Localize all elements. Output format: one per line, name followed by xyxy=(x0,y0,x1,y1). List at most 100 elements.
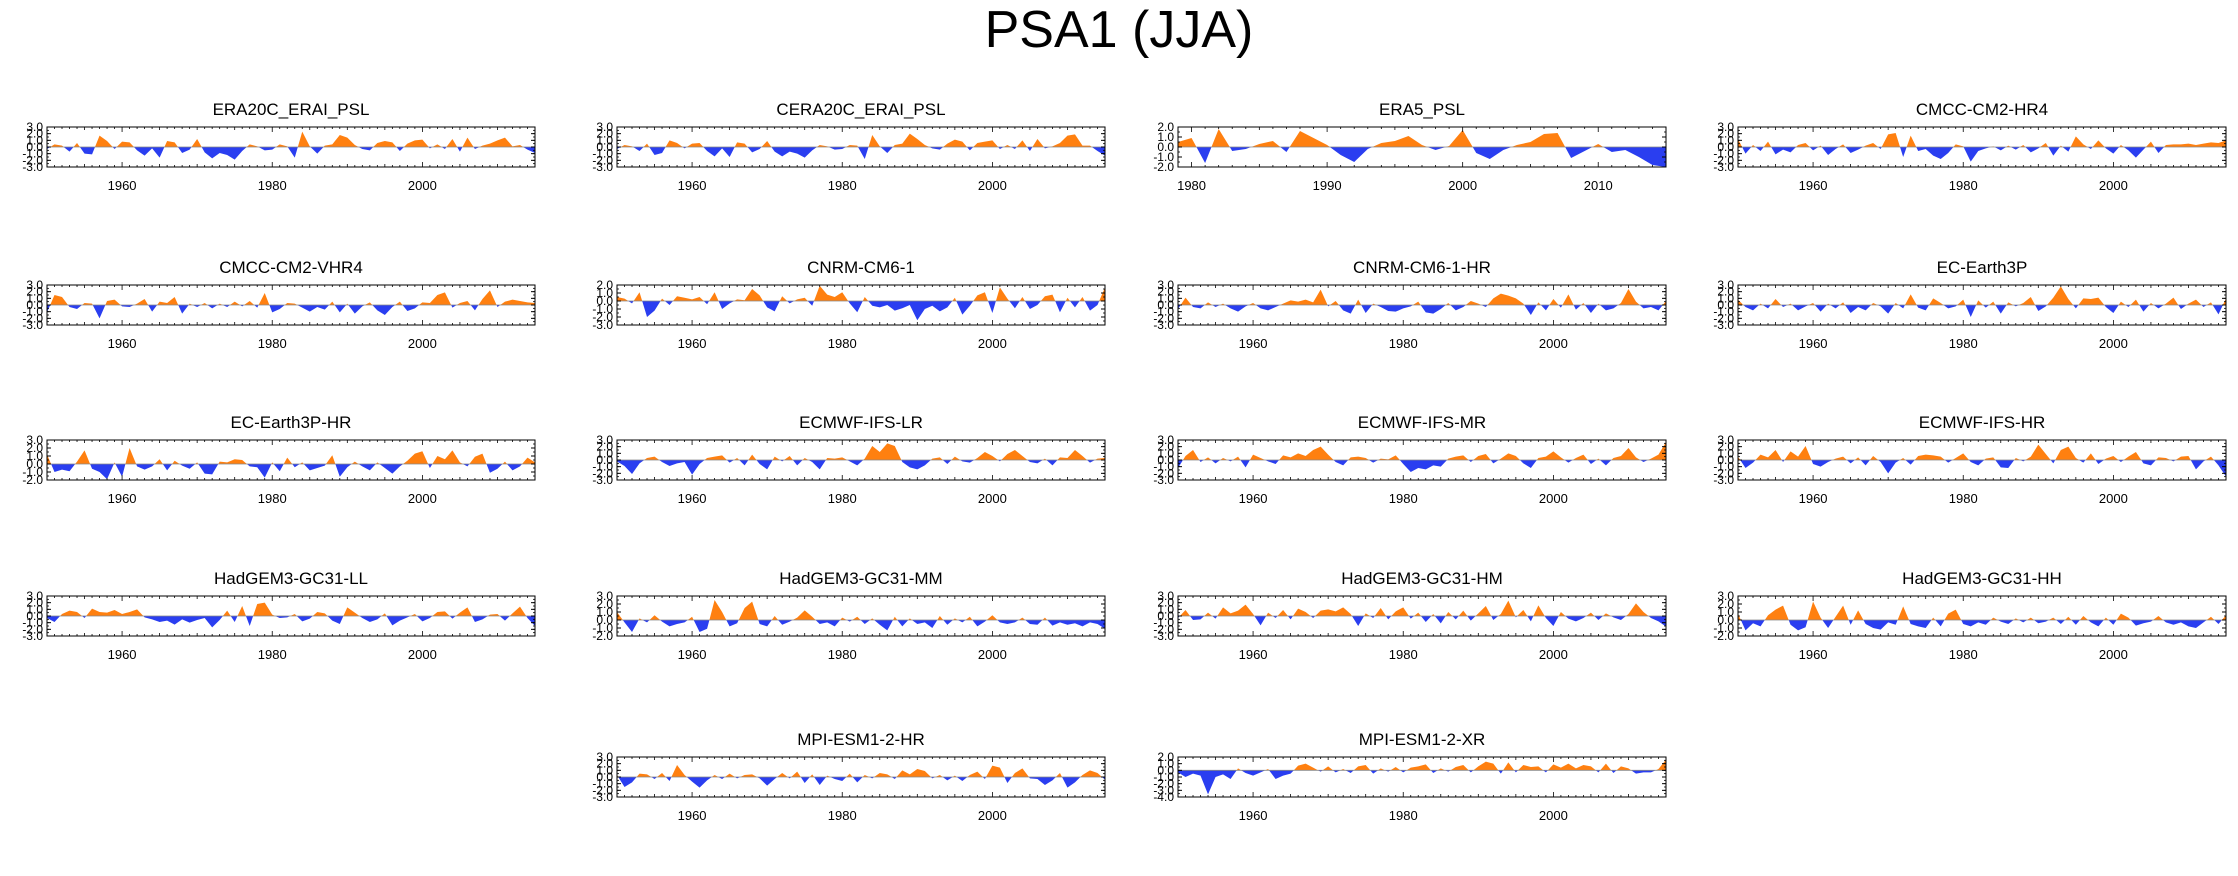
y-tick-label: 2.0 xyxy=(26,285,43,299)
x-tick-label: 1980 xyxy=(1177,178,1206,193)
plot-frame xyxy=(1177,756,1667,798)
x-tick-label: 1980 xyxy=(1949,336,1978,351)
positive-area xyxy=(1738,444,2226,460)
y-tick-label: 0.0 xyxy=(26,457,43,471)
y-tick-label: 2.0 xyxy=(596,440,613,454)
negative-area xyxy=(617,460,1105,475)
panel-EC-Earth3P-HR: EC-Earth3P-HR 3.02.01.00.0-1.0-2.0 1960 198… xyxy=(22,413,536,506)
y-tick-label: 2.0 xyxy=(26,596,43,610)
panel-title: EC-Earth3P-HR xyxy=(231,413,352,432)
x-tick-label: 1980 xyxy=(1389,647,1418,662)
x-tick-label: 1960 xyxy=(1239,491,1268,506)
y-tick-label: 3.0 xyxy=(1717,433,1734,447)
y-tick-label: 3.0 xyxy=(596,120,613,134)
x-tick-label: 2000 xyxy=(1448,178,1477,193)
x-tick-label: 1980 xyxy=(1949,178,1978,193)
y-tick-label: 1.0 xyxy=(26,291,43,305)
y-tick-label: -3.0 xyxy=(1713,473,1734,487)
x-tick-label: 1980 xyxy=(1389,491,1418,506)
panel-ECMWF-IFS-LR: ECMWF-IFS-LR 3.02.01.00.0-1.0-2.0-3.0 1960… xyxy=(592,413,1106,506)
y-tick-label: 2.0 xyxy=(596,597,613,611)
negative-area xyxy=(1178,770,1666,795)
negative-area xyxy=(1178,460,1666,472)
panel-title: ERA20C_ERAI_PSL xyxy=(213,100,370,119)
y-tick-label: 3.0 xyxy=(1157,433,1174,447)
y-tick-label: 2.0 xyxy=(26,127,43,141)
positive-area xyxy=(1178,759,1666,771)
positive-area xyxy=(1178,289,1666,305)
y-tick-label: -2.0 xyxy=(1713,466,1734,480)
y-tick-label: 0.0 xyxy=(1717,613,1734,627)
x-tick-label: 1960 xyxy=(678,808,707,823)
x-tick-label: 2000 xyxy=(408,336,437,351)
x-tick-label: 1980 xyxy=(258,336,287,351)
x-tick-label: 2000 xyxy=(978,808,1007,823)
negative-area xyxy=(1178,616,1666,627)
y-tick-label: -1.0 xyxy=(1153,150,1174,164)
x-tick-label: 2000 xyxy=(1539,808,1568,823)
y-tick-label: -3.0 xyxy=(1153,318,1174,332)
y-tick-label: -2.0 xyxy=(592,783,613,797)
panel-HadGEM3-GC31-LL: HadGEM3-GC31-LL 3.02.01.00.0-1.0-2.0-3.0 1… xyxy=(22,569,536,662)
y-tick-label: 2.0 xyxy=(1157,440,1174,454)
positive-area xyxy=(1738,286,2226,305)
y-tick-label: 2.0 xyxy=(1157,285,1174,299)
y-tick-label: -2.0 xyxy=(22,311,43,325)
y-tick-label: 0.0 xyxy=(596,770,613,784)
x-tick-label: 1960 xyxy=(1799,491,1828,506)
y-tick-label: 0.0 xyxy=(596,294,613,308)
x-tick-label: 1960 xyxy=(108,491,137,506)
y-tick-label: -1.0 xyxy=(22,147,43,161)
negative-area xyxy=(47,616,535,628)
y-tick-label: -3.0 xyxy=(592,160,613,174)
negative-area xyxy=(617,301,1105,321)
y-tick-label: -1.0 xyxy=(22,305,43,319)
y-tick-label: 2.0 xyxy=(596,278,613,292)
y-tick-label: -3.0 xyxy=(22,318,43,332)
panel-title: HadGEM3-GC31-HH xyxy=(1902,569,2062,588)
negative-area xyxy=(47,305,535,319)
negative-area xyxy=(1178,147,1666,167)
x-tick-label: 1980 xyxy=(828,808,857,823)
panel-title: ECMWF-IFS-MR xyxy=(1358,413,1486,432)
positive-area xyxy=(617,443,1105,460)
panel-title: HadGEM3-GC31-LL xyxy=(214,569,368,588)
panel-title: CMCC-CM2-VHR4 xyxy=(219,258,363,277)
x-tick-label: 2000 xyxy=(2099,647,2128,662)
x-tick-label: 2000 xyxy=(978,178,1007,193)
y-tick-label: -2.0 xyxy=(1153,160,1174,174)
negative-area xyxy=(47,147,535,160)
panel-title: CNRM-CM6-1 xyxy=(807,258,915,277)
y-tick-label: 0.0 xyxy=(1717,298,1734,312)
y-tick-label: -1.0 xyxy=(1153,460,1174,474)
y-tick-label: -2.0 xyxy=(592,629,613,643)
positive-area xyxy=(47,602,535,616)
panel-CMCC-CM2-HR4: CMCC-CM2-HR4 3.02.01.00.0-1.0-2.0-3.0 1960… xyxy=(1713,100,2227,193)
y-tick-label: -1.0 xyxy=(592,460,613,474)
y-tick-label: -3.0 xyxy=(1713,318,1734,332)
y-tick-label: 2.0 xyxy=(1717,597,1734,611)
x-tick-label: 1960 xyxy=(108,647,137,662)
y-tick-label: 1.0 xyxy=(1717,133,1734,147)
negative-area xyxy=(1738,460,2226,477)
y-tick-label: 1.0 xyxy=(1717,291,1734,305)
panel-HadGEM3-GC31-HH: HadGEM3-GC31-HH 3.02.01.00.0-1.0-2.0 1960 1… xyxy=(1713,569,2227,662)
panel-title: CERA20C_ERAI_PSL xyxy=(776,100,945,119)
y-tick-label: -1.0 xyxy=(22,465,43,479)
y-tick-label: 0.0 xyxy=(1157,609,1174,623)
y-tick-label: 2.0 xyxy=(1157,596,1174,610)
positive-area xyxy=(617,600,1105,620)
panel-ERA20C_ERAI_PSL: ERA20C_ERAI_PSL 3.02.01.00.0-1.0-2.0-3.0 1… xyxy=(22,100,536,193)
y-tick-label: -2.0 xyxy=(1153,311,1174,325)
negative-area xyxy=(1738,620,2226,631)
panel-CERA20C_ERAI_PSL: CERA20C_ERAI_PSL 3.02.01.00.0-1.0-2.0-3.0… xyxy=(592,100,1106,193)
y-tick-label: 3.0 xyxy=(26,120,43,134)
y-tick-label: 1.0 xyxy=(596,286,613,300)
y-tick-label: -1.0 xyxy=(1153,305,1174,319)
y-tick-label: 3.0 xyxy=(1717,589,1734,603)
y-tick-label: 1.0 xyxy=(596,763,613,777)
x-tick-label: 1960 xyxy=(1239,647,1268,662)
y-tick-label: 3.0 xyxy=(1717,278,1734,292)
x-tick-label: 1960 xyxy=(108,178,137,193)
positive-area xyxy=(47,290,535,305)
